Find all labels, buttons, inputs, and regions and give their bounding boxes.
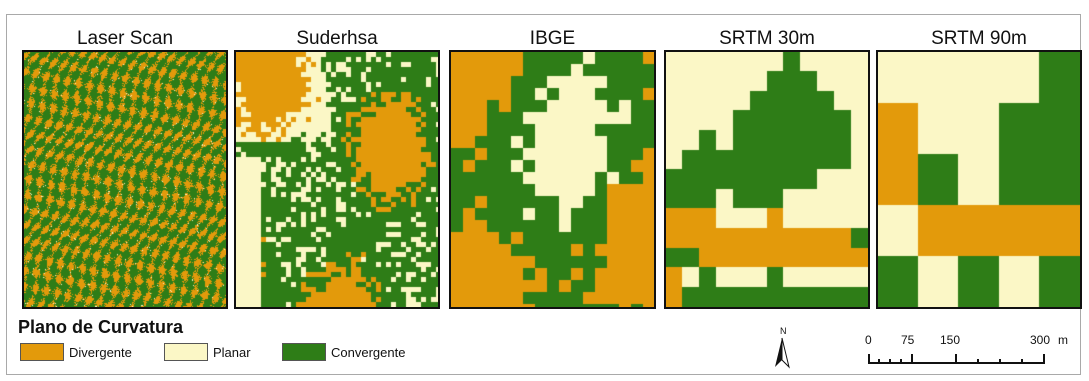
panel-title-suderhsa: Suderhsa <box>296 28 378 49</box>
map-panel-srtm-90m <box>876 50 1082 309</box>
map-panel-suderhsa <box>234 50 440 309</box>
scale-tick-label-300: 300 <box>1030 333 1051 347</box>
curvature-raster-srtm-30m <box>666 52 868 307</box>
map-panel-ibge <box>449 50 656 309</box>
legend-label-divergente: Divergente <box>69 345 132 360</box>
panel-title-srtm-30m: SRTM 30m <box>719 28 815 49</box>
scale-tick-label-0: 0 <box>865 333 872 347</box>
north-arrow-label: N <box>780 326 787 336</box>
legend-title: Plano de Curvatura <box>18 317 184 337</box>
legend-label-planar: Planar <box>213 345 251 360</box>
curvature-raster-srtm-90m <box>878 52 1080 307</box>
curvature-raster-suderhsa <box>236 52 438 307</box>
legend-swatch-planar <box>164 343 208 361</box>
scale-tick-label-75: 75 <box>901 333 915 347</box>
panel-title-laser-scan: Laser Scan <box>76 28 174 49</box>
legend-label-convergente: Convergente <box>331 345 406 360</box>
scale-bar <box>868 354 1045 364</box>
map-panel-laser-scan <box>22 50 228 309</box>
legend-swatch-divergente <box>20 343 64 361</box>
scale-unit-label: m <box>1058 333 1068 347</box>
curvature-raster-ibge <box>451 52 654 307</box>
north-arrow-icon <box>775 337 790 369</box>
curvature-raster-laser-scan <box>24 52 226 307</box>
legend-swatch-convergente <box>282 343 326 361</box>
panel-title-srtm-90m: SRTM 90m <box>931 28 1027 49</box>
map-panel-srtm-30m <box>664 50 870 309</box>
scale-tick-label-150: 150 <box>940 333 961 347</box>
panel-title-ibge: IBGE <box>529 28 576 49</box>
